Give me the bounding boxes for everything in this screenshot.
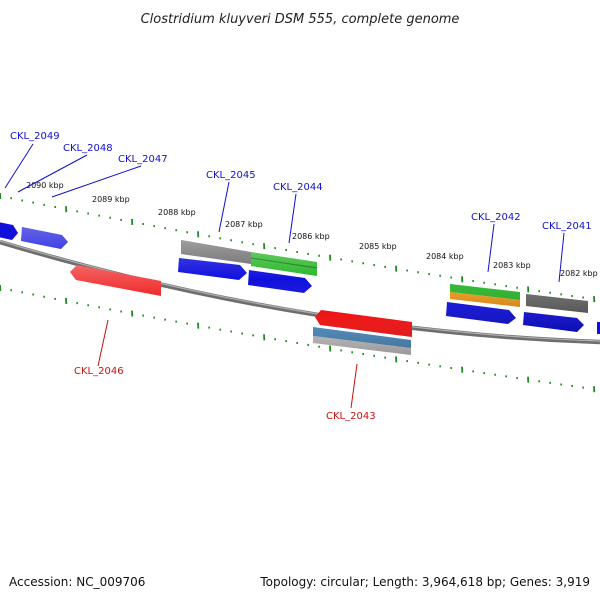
gene-label[interactable]: CKL_2044 bbox=[273, 182, 323, 193]
map-title: Clostridium kluyveri DSM 555, complete g… bbox=[141, 12, 460, 27]
kbp-label: 2087 kbp bbox=[225, 220, 263, 229]
cds-arrow[interactable] bbox=[597, 322, 600, 334]
kbp-label: 2089 kbp bbox=[92, 195, 130, 204]
kbp-label: 2088 kbp bbox=[158, 208, 196, 217]
reverse-gene-labels: CKL_2046 CKL_2043 bbox=[74, 366, 376, 422]
genome-backbone bbox=[0, 239, 600, 345]
summary-text: Topology: circular; Length: 3,964,618 bp… bbox=[259, 575, 590, 589]
reverse-callouts bbox=[97, 319, 358, 409]
gene-label[interactable]: CKL_2049 bbox=[10, 131, 60, 142]
forward-callouts bbox=[4, 143, 565, 283]
gene-label[interactable]: CKL_2046 bbox=[74, 366, 124, 377]
gene-label[interactable]: CKL_2041 bbox=[542, 221, 592, 232]
kbp-label: 2085 kbp bbox=[359, 242, 397, 251]
inner-tick-ring bbox=[0, 284, 596, 393]
kbp-label: 2090 kbp bbox=[26, 181, 64, 190]
gene-label[interactable]: CKL_2048 bbox=[63, 143, 113, 154]
gene-label[interactable]: CKL_2042 bbox=[471, 212, 521, 223]
kbp-label: 2086 kbp bbox=[292, 232, 330, 241]
outer-tick-ring bbox=[0, 192, 596, 303]
forward-gene-track bbox=[181, 240, 588, 313]
accession-text: Accession: NC_009706 bbox=[9, 575, 145, 589]
gene-label[interactable]: CKL_2043 bbox=[326, 411, 376, 422]
forward-gene-labels: CKL_2049 CKL_2048 CKL_2047 CKL_2045 CKL_… bbox=[10, 131, 592, 232]
gene-label[interactable]: CKL_2045 bbox=[206, 170, 256, 181]
kbp-label: 2084 kbp bbox=[426, 252, 464, 261]
forward-cds-track bbox=[0, 222, 600, 334]
kbp-label: 2083 kbp bbox=[493, 261, 531, 270]
gene-label[interactable]: CKL_2047 bbox=[118, 154, 168, 165]
reverse-gene-track bbox=[70, 265, 412, 355]
cds-arrow[interactable] bbox=[0, 222, 18, 240]
kbp-labels: 2090 kbp 2089 kbp 2088 kbp 2087 kbp 2086… bbox=[26, 181, 598, 278]
kbp-label: 2082 kbp bbox=[560, 269, 598, 278]
